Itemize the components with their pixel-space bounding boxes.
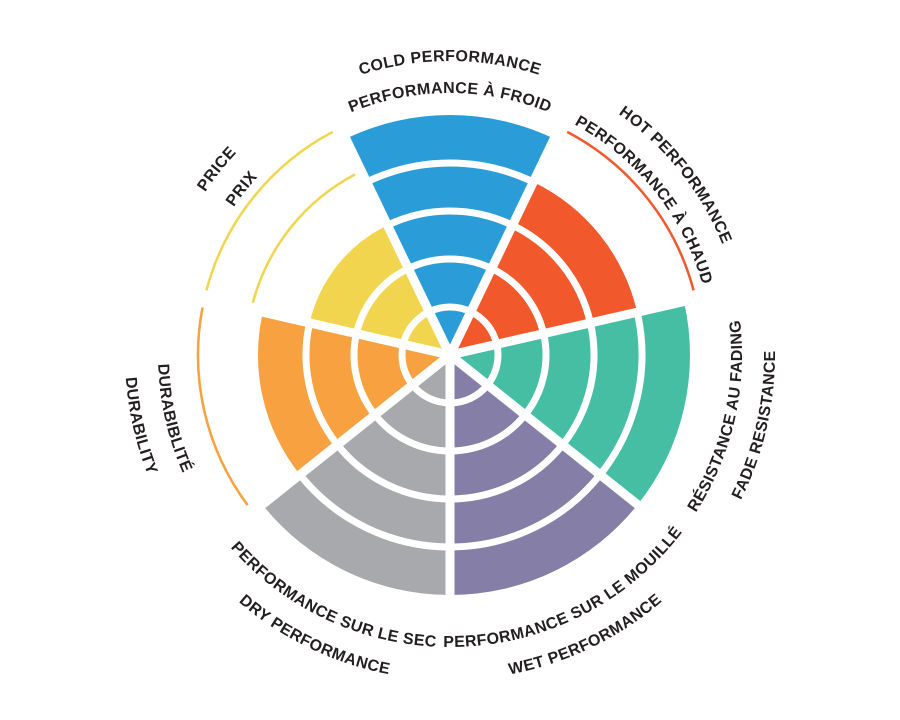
- dry-performance-ring-divider-2: [372, 412, 451, 455]
- price-potential-arc-5: [205, 130, 334, 291]
- price-ring-divider-2: [352, 265, 410, 335]
- cold-performance-ring-divider-2: [406, 255, 494, 272]
- wet-performance-ring-divider-4: [449, 472, 603, 551]
- wet-performance-wedge: [450, 355, 638, 595]
- cold-performance-ring-divider-4: [365, 159, 535, 186]
- durability-ring-divider-3: [302, 322, 341, 447]
- dry-performance-wedge: [262, 355, 450, 595]
- segment-separator-6: [337, 127, 455, 357]
- price-potential-arc-4: [251, 173, 356, 304]
- dry-performance-ring-divider-3: [334, 442, 451, 503]
- potential-arcs: [196, 130, 695, 506]
- wheel-segments: [257, 115, 690, 595]
- hot-performance-ring-divider-2: [490, 265, 548, 335]
- cold-performance-label-en: COLD PERFORMANCE: [357, 48, 543, 79]
- segment-separator-4: [251, 351, 453, 515]
- durability-potential-arc-5: [196, 307, 249, 506]
- cold-performance-wedge: [345, 115, 555, 356]
- dry-performance-ring-divider-4: [297, 472, 451, 551]
- wet-performance-ring-divider-3: [449, 442, 566, 503]
- fade-resistance-wedge: [450, 301, 690, 505]
- fade-resistance-ring-divider-2: [522, 332, 550, 418]
- hot-performance-ring-divider-3: [510, 222, 594, 324]
- segment-separators: [205, 127, 695, 605]
- segment-separator-5: [205, 294, 452, 360]
- segment-separator-0: [445, 127, 563, 357]
- segment-separator-2: [447, 351, 649, 515]
- durability-label-fr: DURABIBLITÉ: [154, 363, 197, 475]
- price-label-fr: PRIX: [223, 168, 261, 209]
- durability-label-en: DURABILITY: [122, 376, 161, 477]
- hot-performance-potential-arc-5: [566, 130, 695, 291]
- segment-separator-1: [448, 294, 695, 360]
- cold-performance-ring-divider-3: [386, 207, 514, 229]
- durability-ring-divider-2: [350, 332, 378, 418]
- cold-performance-label-fr: PERFORMANCE À FROID: [346, 80, 554, 116]
- wet-performance-ring-divider-2: [449, 412, 528, 455]
- fade-resistance-ring-divider-4: [597, 311, 646, 477]
- fade-resistance-ring-divider-3: [559, 322, 598, 447]
